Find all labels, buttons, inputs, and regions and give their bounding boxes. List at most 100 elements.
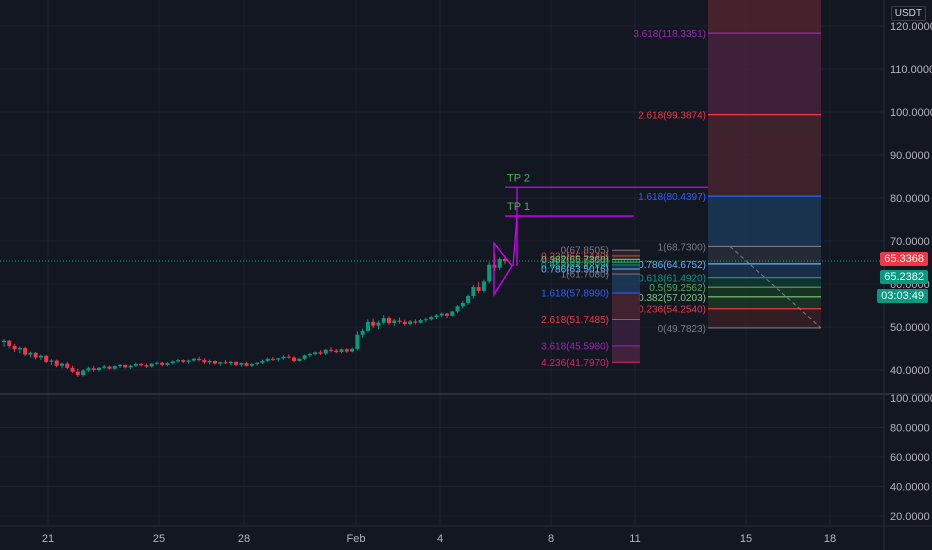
tp-label: TP 2 — [507, 172, 530, 184]
fib-level-label: 0.236(66.5440) — [541, 251, 609, 262]
fib-level-label: 0.786(63.5016) — [541, 264, 609, 275]
y-tick-label: 80.0000 — [890, 423, 930, 435]
fib-zone — [612, 264, 640, 269]
fib-zone — [612, 319, 640, 346]
candle-body — [17, 348, 22, 350]
fib-zone — [708, 308, 821, 328]
fib-zone — [708, 0, 821, 34]
candle-body — [244, 363, 249, 366]
candle-body — [376, 322, 381, 326]
candle-body — [176, 360, 181, 362]
fib-level-label: 0.5(65.0830) — [552, 258, 609, 269]
candle-body — [133, 363, 138, 366]
candle-body — [413, 321, 418, 323]
candle-body — [81, 370, 86, 376]
candle-body — [112, 366, 117, 369]
candle-body — [418, 320, 423, 323]
candle-body — [239, 363, 244, 365]
candle-body — [302, 355, 307, 359]
candle-body — [2, 340, 6, 343]
candle-body — [466, 296, 471, 303]
candle-body — [270, 358, 275, 360]
candle-body — [144, 365, 149, 367]
candle-body — [49, 360, 54, 362]
candle-body — [481, 281, 486, 291]
candle-body — [207, 360, 212, 363]
trend-line — [729, 246, 822, 329]
bid-price-badge: 65.2382 — [880, 270, 928, 284]
candle-body — [392, 320, 397, 324]
candle-body — [186, 360, 191, 362]
candle-body — [260, 360, 265, 363]
candle-body — [355, 334, 360, 349]
candle-body — [118, 364, 123, 367]
candle-body — [386, 317, 391, 324]
fib-zone — [612, 268, 640, 275]
fib-level-label: 2.618(99.3874) — [638, 111, 706, 122]
candle-body — [75, 371, 80, 376]
candle-body — [202, 360, 207, 363]
candle-body — [497, 259, 502, 268]
fib-level-label: 0.382(57.0203) — [638, 293, 706, 304]
y-tick-label: 50.0000 — [890, 322, 930, 334]
triangle-pattern — [493, 241, 513, 298]
currency-label[interactable]: USDT — [890, 6, 926, 21]
fib-zone — [708, 196, 821, 247]
candle-body — [107, 366, 112, 369]
x-tick-label: Feb — [347, 533, 366, 545]
tp-projection-line — [512, 216, 518, 266]
candle-body — [423, 319, 428, 321]
candle-body — [86, 368, 91, 371]
fib-zone — [708, 296, 821, 309]
candle-body — [313, 352, 318, 355]
x-tick-label: 15 — [740, 533, 752, 545]
candle-body — [439, 313, 444, 316]
candle-body — [70, 367, 75, 372]
fib-level-label: 0.618(61.4920) — [638, 274, 706, 285]
candle-body — [265, 358, 270, 361]
candle-body — [381, 317, 386, 323]
candle-body — [450, 311, 455, 316]
y-tick-label: 20.0000 — [890, 511, 930, 523]
candle-body — [471, 287, 476, 297]
fib-level-label: 3.618(45.5980) — [541, 341, 609, 352]
candle-body — [123, 364, 128, 368]
candle-body — [334, 350, 339, 352]
candle-body — [350, 348, 355, 352]
candle-body — [170, 361, 175, 364]
candle-body — [255, 362, 260, 364]
candle-body — [228, 361, 233, 364]
candle-body — [444, 313, 449, 316]
candle-body — [33, 352, 38, 358]
candle-body — [139, 363, 144, 366]
candle-body — [160, 362, 165, 365]
x-tick-label: 4 — [437, 533, 443, 545]
y-tick-label: 100.0000 — [890, 107, 932, 119]
fib-level-label: 2.618(51.7485) — [541, 315, 609, 326]
y-tick-label: 120.0000 — [890, 21, 932, 33]
candle-body — [149, 363, 154, 367]
candle-body — [276, 358, 281, 360]
fib-zone — [612, 259, 640, 263]
candle-body — [460, 302, 465, 307]
candle-body — [344, 349, 349, 352]
y-tick-label: 40.0000 — [890, 365, 930, 377]
candle-body — [181, 360, 186, 362]
candle-body — [102, 366, 107, 368]
last-price-badge: 65.3368 — [880, 252, 928, 266]
candle-body — [96, 367, 101, 370]
candle-body — [323, 349, 328, 354]
x-tick-label: 11 — [629, 533, 640, 545]
candle-body — [218, 362, 223, 364]
fib-level-label: 1.618(57.8990) — [541, 289, 609, 300]
candle-body — [318, 352, 323, 354]
fib-zone — [708, 246, 821, 264]
candle-body — [365, 321, 370, 331]
candle-body — [292, 357, 297, 361]
y-tick-label: 90.0000 — [890, 150, 930, 162]
candle-body — [191, 358, 196, 361]
candle-body — [128, 365, 133, 368]
fib-zone — [708, 114, 821, 197]
candle-body — [234, 361, 239, 365]
